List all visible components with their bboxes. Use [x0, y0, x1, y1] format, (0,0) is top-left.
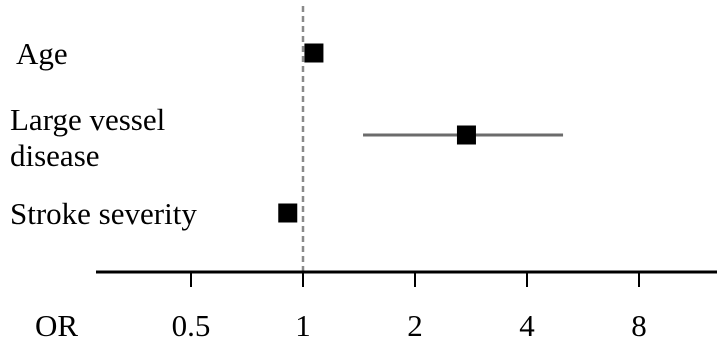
row-label: Stroke severity: [10, 196, 197, 231]
x-tick-label: 2: [407, 308, 423, 343]
or-marker: [456, 125, 476, 145]
x-tick-label: 1: [295, 308, 311, 343]
x-tick-label: 8: [631, 308, 647, 343]
x-axis-ticks: 0.5 1 2 4 8: [172, 272, 647, 343]
or-marker: [278, 203, 298, 223]
x-axis-label: OR: [35, 308, 78, 343]
row-label: disease: [10, 138, 100, 173]
row-label: Large vessel: [10, 102, 165, 137]
x-tick-label: 4: [519, 308, 535, 343]
or-marker: [304, 43, 324, 63]
x-tick-label: 0.5: [172, 308, 211, 343]
row-label: Age: [16, 36, 68, 71]
